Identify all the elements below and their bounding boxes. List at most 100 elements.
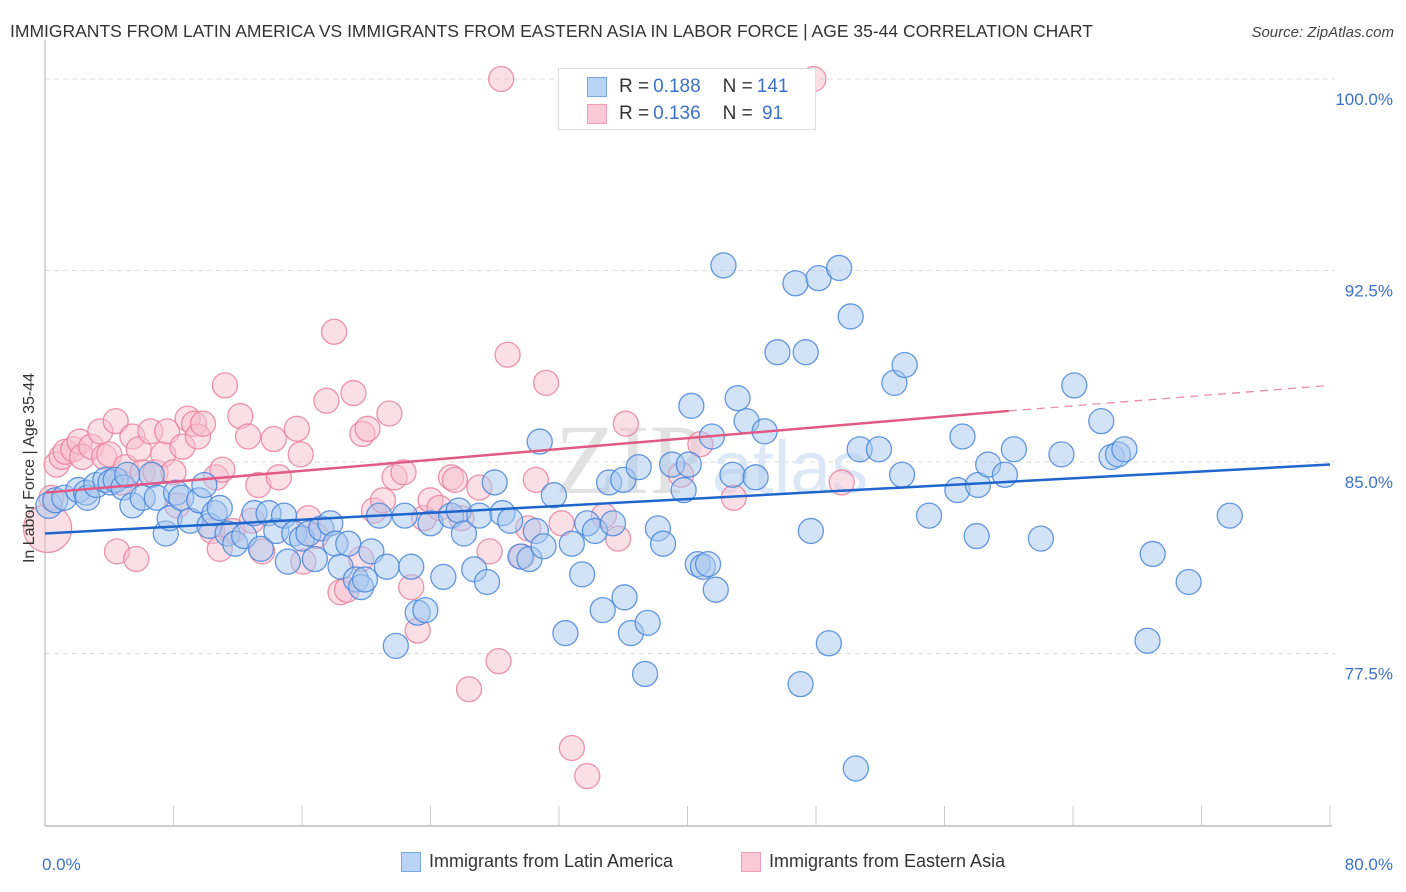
point-latin-america [710,252,737,279]
point-eastern-asia [488,65,515,93]
point-latin-america [466,502,493,529]
point-eastern-asia [313,387,340,414]
point-eastern-asia [533,369,560,396]
legend-n-label: N = [722,76,753,97]
point-eastern-asia [102,407,129,435]
point-latin-america [1134,627,1161,654]
point-latin-america [568,561,596,588]
trend-line-latin-america [44,463,1331,535]
point-eastern-asia [320,318,348,345]
point-latin-america [865,436,893,463]
point-latin-america [675,451,702,478]
point-latin-america [649,530,677,557]
point-eastern-asia [189,410,217,437]
point-latin-america [797,517,825,545]
point-latin-america [719,461,746,488]
point-latin-america [589,596,616,624]
point-latin-america [842,755,869,782]
point-latin-america [792,339,819,366]
point-latin-america [611,584,638,611]
axes [44,40,1332,827]
legend-r-value: 0.136 [653,103,701,124]
point-latin-america [787,670,814,698]
point-latin-america [678,392,705,419]
point-latin-america [949,423,976,450]
point-latin-america [891,351,918,379]
point-latin-america [825,254,853,282]
tick-labels: 77.5% 85.0% 92.5% 100.0% 0.0% 80.0% [42,90,1393,874]
legend-n-value: 91 [756,103,784,124]
point-latin-america [963,522,990,550]
legend-swatch-blue [587,77,607,97]
point-latin-america [599,510,627,537]
point-eastern-asia [354,415,381,442]
point-latin-america [274,548,302,575]
point-eastern-asia [287,441,314,468]
point-latin-america [430,563,457,591]
legend-label: Immigrants from Latin America [429,851,674,871]
trend-line-eastern-asia [44,409,1009,494]
point-eastern-asia [485,648,512,675]
point-latin-america [114,461,141,488]
point-latin-america [373,553,400,580]
x-tick-label: 80.0% [1345,855,1393,874]
point-eastern-asia [283,415,311,442]
point-latin-america [382,632,409,659]
point-latin-america [558,530,585,557]
point-latin-america [742,464,769,491]
trend-line-eastern-asia-extension [1008,384,1331,412]
point-eastern-asia [558,734,585,762]
point-eastern-asia [260,425,287,453]
point-latin-america [526,428,553,455]
point-latin-america [782,270,809,297]
point-latin-america [497,507,524,534]
point-latin-america [815,630,842,657]
point-eastern-asia [612,410,639,437]
point-latin-america [670,476,697,504]
legend-n-label: N = [722,103,753,124]
chart-title: IMMIGRANTS FROM LATIN AMERICA VS IMMIGRA… [10,21,1093,41]
point-eastern-asia [211,372,239,399]
point-latin-america [335,530,362,557]
legend-r-label: R = [619,103,650,124]
legend-item-eastern-asia[interactable]: Immigrants from Eastern Asia [741,851,1005,872]
point-latin-america [631,660,659,688]
point-eastern-asia [234,423,262,450]
point-eastern-asia [494,341,521,368]
legend-n-value: 141 [756,76,789,97]
point-latin-america [481,469,508,496]
trend-lines [44,384,1331,535]
point-latin-america [1216,502,1243,529]
legend-row-eastern-asia: R = 0.136 N = 91 [587,102,783,126]
point-latin-america [724,385,751,412]
point-latin-america [837,303,864,330]
point-latin-america [301,545,329,573]
point-eastern-asia [265,464,293,491]
x-tick-label: 0.0% [42,855,81,874]
point-eastern-asia [441,466,469,494]
y-tick-label: 100.0% [1335,90,1393,109]
point-eastern-asia [390,459,417,486]
legend-r-value: 0.188 [653,76,701,97]
legend-swatch-pink [741,851,761,872]
legend-r-label: R = [619,76,650,97]
point-eastern-asia [574,762,601,790]
legend-item-latin-america[interactable]: Immigrants from Latin America [401,851,673,872]
points-latin-america [35,252,1243,782]
legend-swatch-blue [401,851,421,872]
y-tick-label: 85.0% [1345,473,1393,492]
legend-label: Immigrants from Eastern Asia [769,851,1006,871]
point-eastern-asia [455,676,483,703]
point-latin-america [702,576,729,603]
source-credit: Source: ZipAtlas.com [1251,24,1394,41]
y-axis-label: In Labor Force | Age 35-44 [21,373,38,563]
legend-row-latin-america: R = 0.188 N = 141 [587,75,788,99]
point-latin-america [634,609,661,637]
stats-legend: R = 0.188 N = 141 R = 0.136 N = 91 [558,68,816,130]
point-latin-america [625,453,652,481]
point-latin-america [552,619,579,647]
point-latin-america [412,596,439,624]
point-latin-america [1175,568,1202,596]
point-latin-america [473,568,501,596]
